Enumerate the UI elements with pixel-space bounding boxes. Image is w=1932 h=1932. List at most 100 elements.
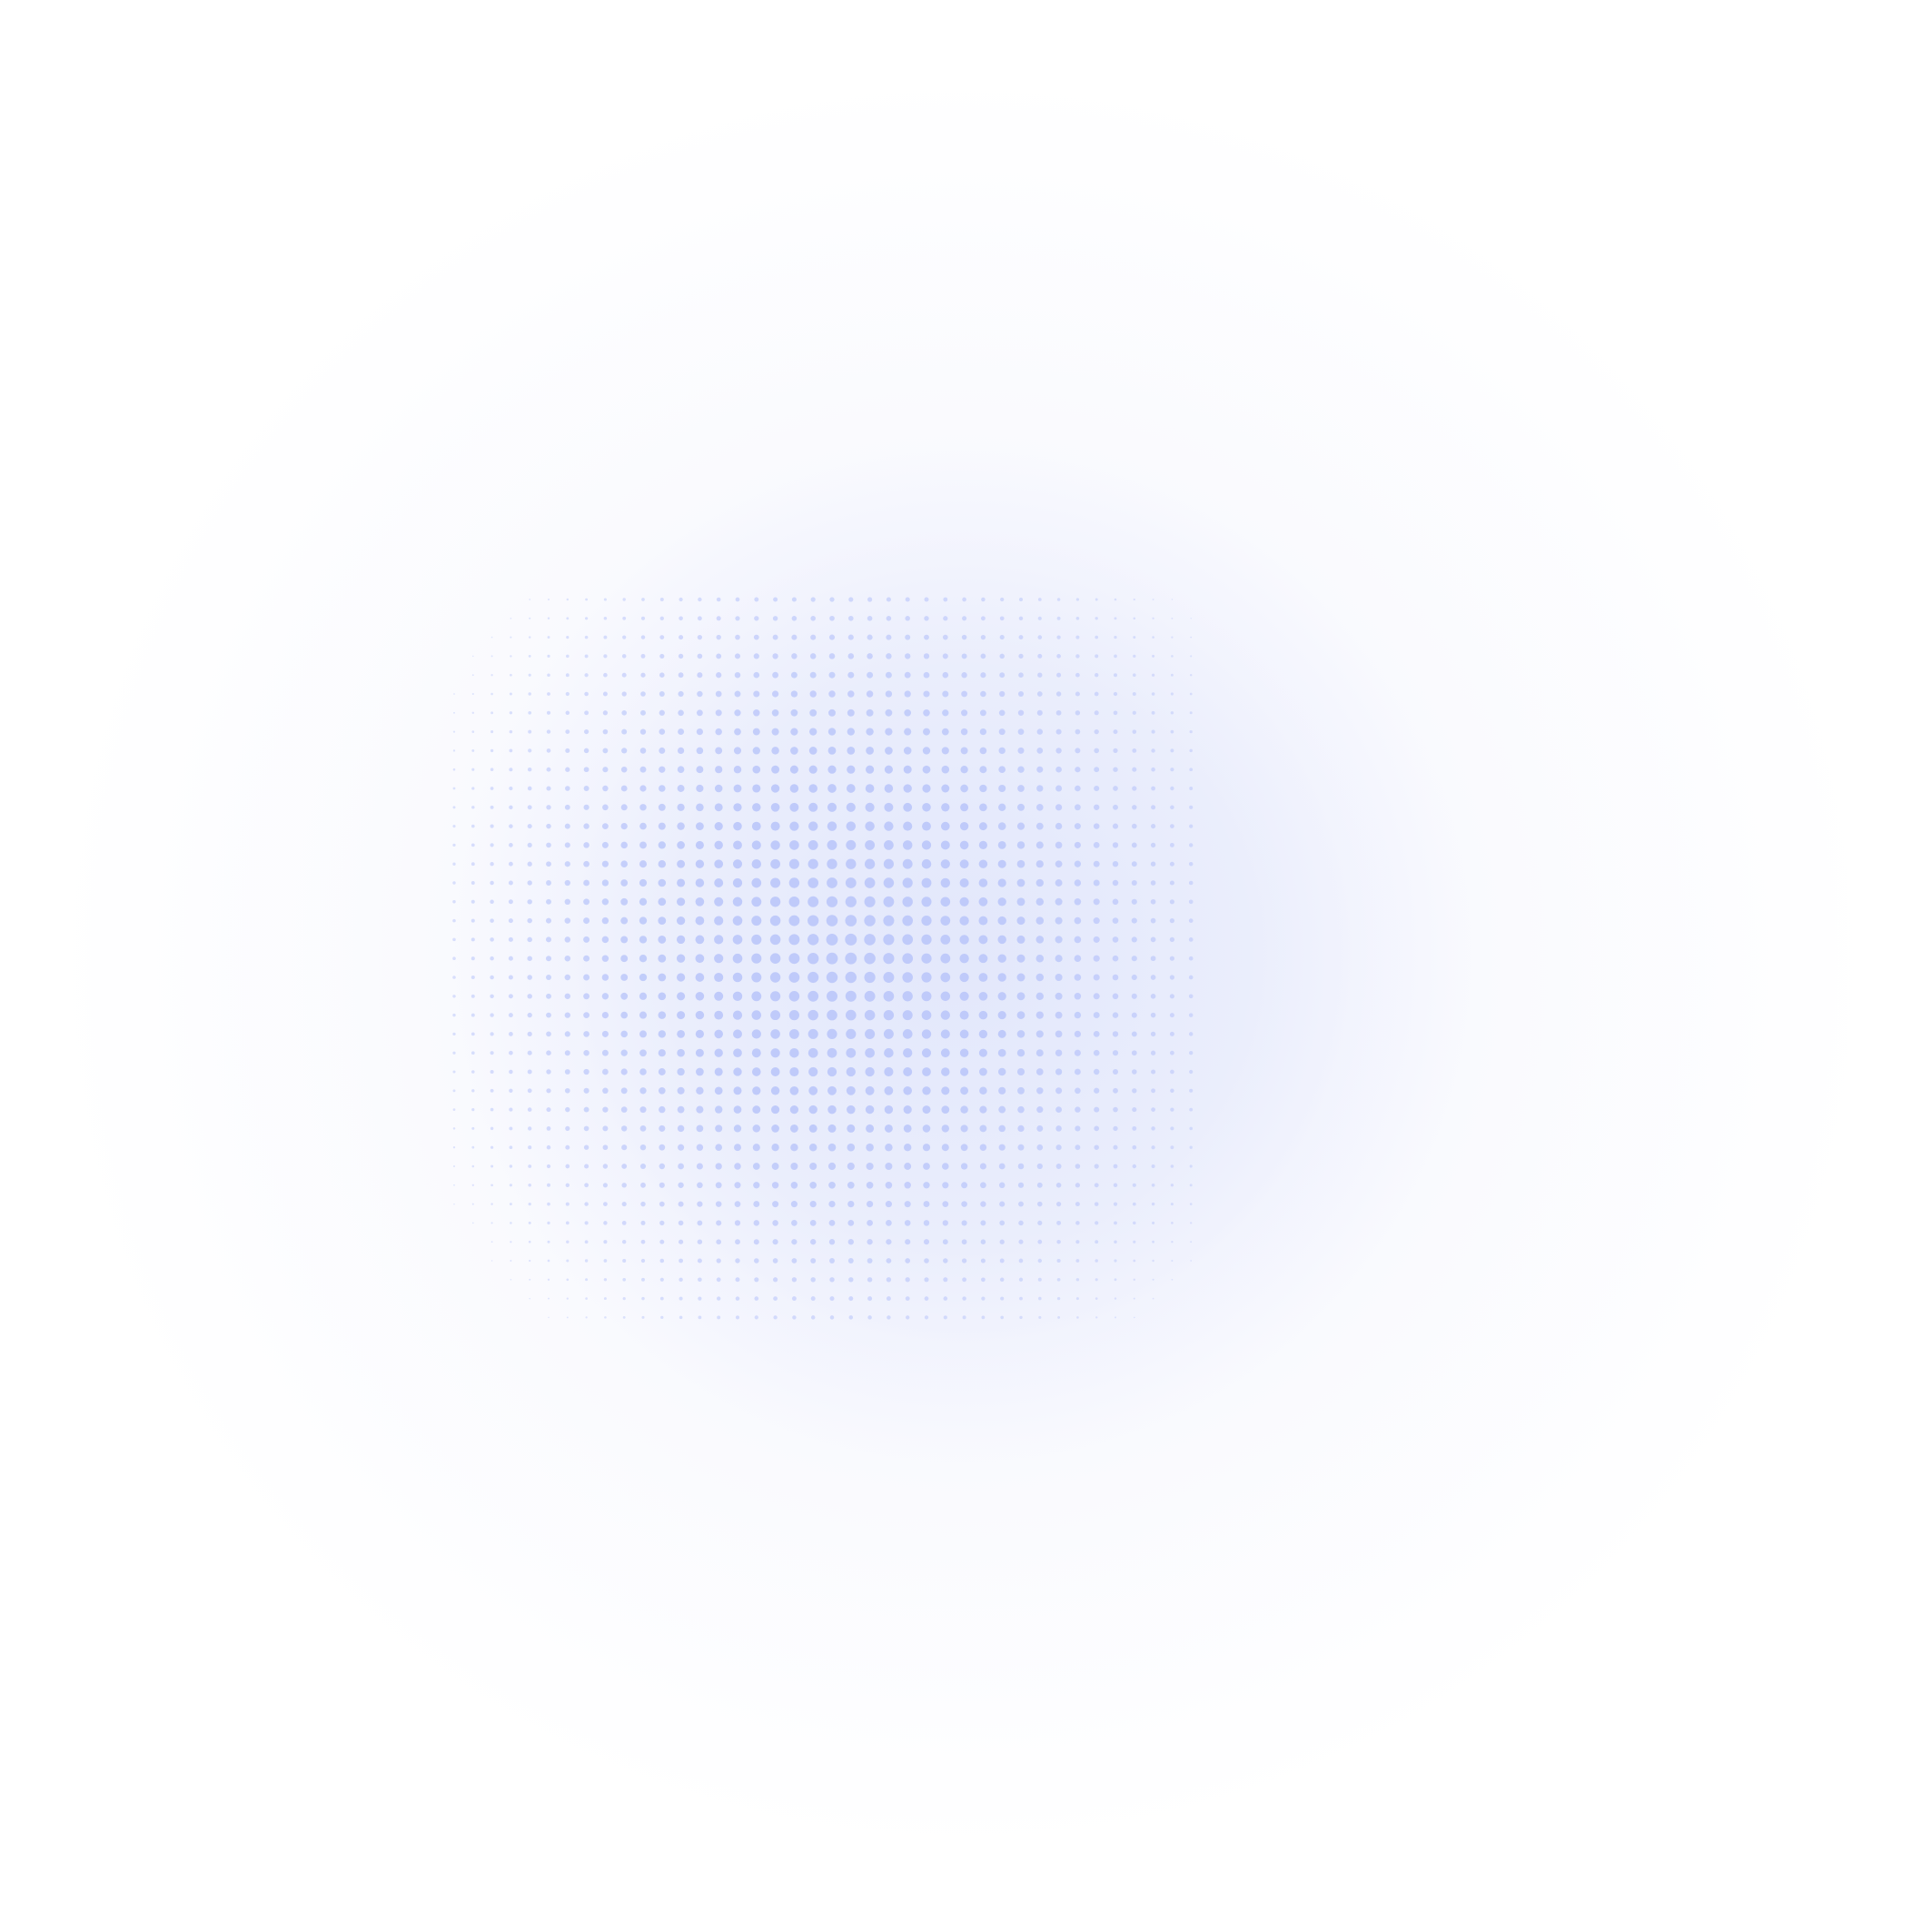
- halftone-dot: [1112, 898, 1119, 906]
- halftone-dot: [733, 803, 742, 812]
- halftone-dot: [639, 804, 647, 811]
- halftone-dot: [529, 1297, 530, 1300]
- halftone-dot: [1035, 1068, 1044, 1075]
- halftone-dot: [922, 1086, 931, 1095]
- halftone-dot: [809, 671, 817, 679]
- halftone-dot: [886, 1277, 892, 1283]
- halftone-dot: [714, 1048, 723, 1057]
- halftone-dot: [959, 954, 969, 964]
- halftone-dot: [508, 936, 513, 942]
- halftone-dot: [1017, 803, 1025, 811]
- halftone-dot: [1190, 655, 1193, 658]
- halftone-dot: [733, 821, 742, 831]
- halftone-dot: [1036, 1106, 1044, 1114]
- halftone-dot: [1093, 1031, 1100, 1037]
- halftone-dot: [527, 767, 532, 772]
- halftone-dot: [583, 1125, 590, 1132]
- halftone-dot: [678, 690, 684, 698]
- halftone-dot: [770, 858, 780, 869]
- halftone-dot: [791, 634, 798, 640]
- halftone-dot: [847, 1258, 854, 1263]
- halftone-dot: [490, 994, 494, 999]
- halftone-dot: [1093, 917, 1100, 925]
- halftone-dot: [734, 690, 741, 698]
- halftone-dot: [527, 1031, 532, 1037]
- halftone-dot: [942, 671, 949, 679]
- halftone-dot: [1095, 673, 1099, 678]
- halftone-dot: [679, 1315, 683, 1320]
- halftone-dot: [943, 1277, 948, 1283]
- halftone-dot: [714, 954, 724, 964]
- halftone-dot: [509, 729, 513, 734]
- halftone-dot: [865, 1028, 876, 1039]
- halftone-dot: [508, 1013, 513, 1018]
- halftone-dot: [1152, 617, 1154, 619]
- halftone-dot: [546, 1107, 551, 1113]
- halftone-dot: [528, 710, 532, 715]
- halftone-dot: [641, 1296, 645, 1301]
- halftone-dot: [1035, 860, 1044, 868]
- halftone-dot: [1035, 822, 1044, 830]
- halftone-dot: [698, 1296, 702, 1301]
- halftone-dot: [735, 1258, 740, 1263]
- halftone-dot: [1018, 1220, 1024, 1226]
- halftone-dot: [1075, 1144, 1081, 1151]
- halftone-dot: [546, 861, 551, 867]
- halftone-dot: [791, 653, 798, 659]
- halftone-dot: [809, 708, 817, 717]
- halftone-dot: [695, 878, 705, 887]
- halftone-dot: [490, 787, 494, 790]
- halftone-dot: [943, 597, 948, 602]
- halftone-dot: [1037, 1220, 1043, 1225]
- halftone-dot: [714, 916, 724, 926]
- halftone-dot: [997, 1067, 1006, 1076]
- halftone-dot: [998, 784, 1006, 793]
- halftone-dot: [583, 879, 590, 887]
- halftone-dot: [659, 747, 666, 754]
- halftone-dot: [677, 785, 685, 792]
- halftone-dot: [904, 708, 912, 717]
- halftone-dot: [658, 822, 666, 830]
- halftone-dot: [845, 877, 857, 888]
- halftone-dot: [1152, 1240, 1154, 1243]
- halftone-dot: [698, 597, 702, 602]
- halftone-dot: [1055, 1087, 1063, 1095]
- halftone-dot: [676, 973, 686, 982]
- halftone-dot: [1133, 636, 1136, 639]
- halftone-dot: [583, 936, 590, 943]
- halftone-dot: [960, 1144, 968, 1152]
- halftone-dot: [942, 1163, 949, 1170]
- halftone-dot: [979, 728, 987, 736]
- halftone-dot: [829, 1258, 835, 1263]
- halftone-dot: [752, 784, 761, 793]
- halftone-dot: [679, 616, 683, 621]
- halftone-dot: [510, 673, 512, 677]
- halftone-dot: [1132, 710, 1136, 715]
- halftone-dot: [941, 1067, 950, 1076]
- halftone-dot: [490, 1126, 494, 1131]
- halftone-dot: [1171, 1278, 1174, 1281]
- halftone-dot: [566, 617, 570, 620]
- halftone-dot: [471, 881, 475, 885]
- halftone-dot: [902, 915, 914, 926]
- halftone-dot: [921, 991, 932, 1002]
- halftone-dot: [922, 1067, 931, 1076]
- halftone-dot: [714, 991, 724, 1001]
- halftone-dot: [602, 767, 609, 773]
- halftone-dot: [997, 916, 1006, 926]
- halftone-dot: [546, 880, 551, 886]
- halftone-dot: [1113, 691, 1118, 697]
- halftone-dot: [527, 1107, 532, 1112]
- halftone-dot: [979, 803, 987, 812]
- halftone-dot: [923, 709, 930, 717]
- halftone-dot: [864, 934, 876, 946]
- halftone-dot: [769, 897, 781, 907]
- halftone-dot: [509, 1050, 513, 1055]
- halftone-dot: [1132, 1107, 1137, 1113]
- halftone-dot: [1188, 899, 1194, 905]
- halftone-dot: [788, 934, 800, 946]
- halftone-dot: [1188, 918, 1194, 923]
- halftone-dot: [1131, 974, 1137, 981]
- halftone-dot: [997, 859, 1006, 868]
- halftone-dot: [527, 899, 532, 905]
